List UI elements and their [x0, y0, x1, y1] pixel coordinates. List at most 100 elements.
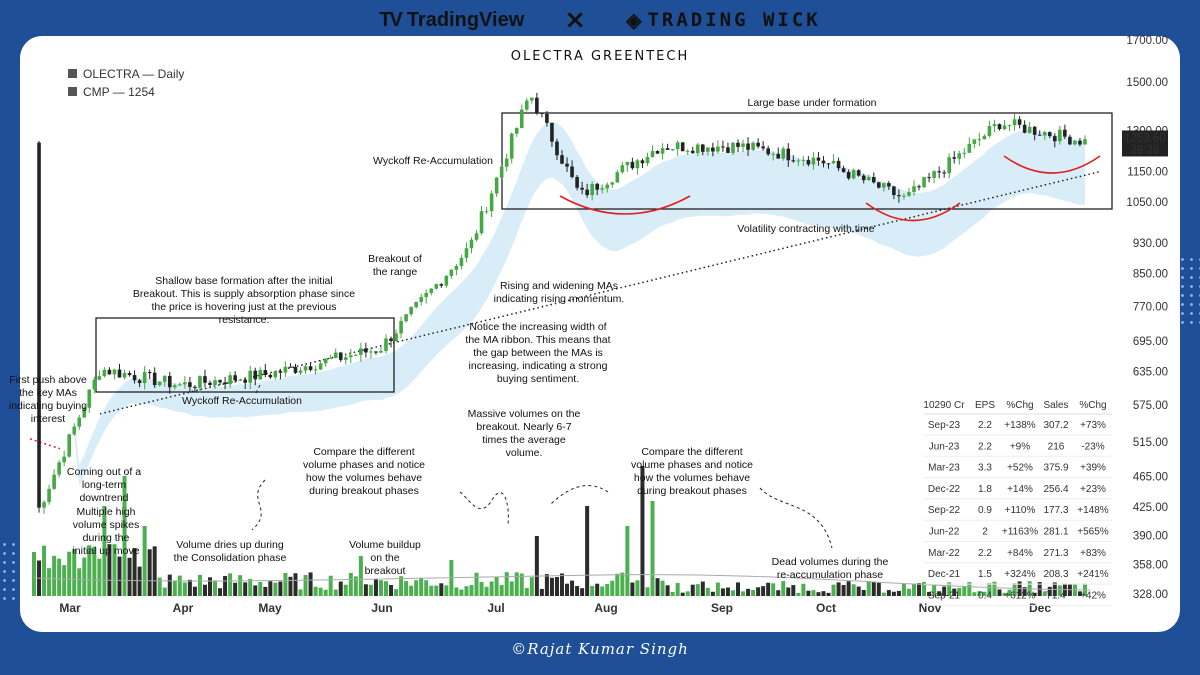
volume-bar — [1012, 583, 1017, 596]
candle-body — [1032, 126, 1037, 135]
candle-body — [565, 163, 569, 167]
volume-bar — [293, 573, 298, 596]
annotation-volume-dries: Volume dries up during the Consolidation … — [174, 539, 287, 564]
table-cell: 256.4 — [1043, 484, 1068, 495]
candle-body — [982, 135, 987, 140]
candle-body — [806, 159, 811, 165]
candle-body — [343, 357, 348, 360]
table-cell: +14% — [1007, 484, 1033, 495]
candle-body — [52, 474, 56, 489]
volume-bar — [625, 526, 630, 596]
volume-bar — [117, 556, 122, 596]
candle-body — [645, 156, 650, 164]
volume-bar — [303, 575, 308, 596]
candle-body — [379, 350, 383, 353]
table-cell: Sep-22 — [928, 505, 961, 516]
volume-bar — [987, 583, 992, 596]
tradingwick-logo: ◈ TRADING WICK — [626, 8, 821, 33]
candle-body — [650, 151, 655, 157]
volume-bar — [801, 583, 806, 596]
table-cell: 2 — [982, 527, 988, 538]
candle-body — [987, 126, 992, 136]
tradingview-label: TradingView — [406, 8, 525, 31]
candle-body — [469, 239, 474, 249]
volume-bar — [580, 588, 585, 596]
volume-bar — [554, 576, 559, 596]
candle-body — [877, 182, 881, 188]
volume-bar — [655, 578, 660, 596]
candle-body — [213, 380, 217, 386]
volume-bar — [378, 580, 383, 596]
candle-body — [399, 321, 403, 334]
volume-bar — [343, 584, 348, 596]
volume-bar — [424, 580, 429, 596]
volume-bar — [213, 580, 218, 596]
candle-body — [897, 195, 901, 197]
candle-body — [701, 144, 705, 152]
candle-body — [188, 382, 192, 387]
candle-body — [479, 211, 484, 234]
candle-body — [97, 376, 102, 380]
candle-body — [902, 195, 906, 197]
candle-body — [952, 157, 957, 159]
month-label: Sep — [711, 601, 733, 615]
volume-bar — [419, 577, 424, 596]
candle-body — [776, 153, 781, 159]
candle-body — [122, 373, 127, 378]
candle-body — [198, 376, 202, 388]
candle-body — [1058, 129, 1062, 142]
volume-bar — [645, 587, 650, 596]
annotation-breakout-range: Breakout of the range — [368, 253, 422, 278]
candle-body — [846, 171, 851, 179]
candle-body — [600, 188, 605, 190]
candle-body — [1073, 140, 1077, 145]
candle-body — [690, 150, 695, 154]
legend-label: OLECTRA — Daily — [83, 67, 184, 81]
candle-body — [374, 351, 378, 353]
candle-body — [429, 288, 434, 293]
table-cell: 1.8 — [978, 484, 992, 495]
volume-bar — [363, 584, 368, 596]
candle-body — [1027, 126, 1032, 133]
volume-bar — [620, 572, 625, 596]
table-cell: 1.5 — [978, 569, 992, 580]
table-cell: +148% — [1077, 505, 1109, 516]
candle-body — [323, 358, 328, 364]
volume-bar — [223, 575, 228, 596]
candle-body — [816, 157, 821, 161]
volume-bar — [962, 586, 967, 596]
table-cell: 271.3 — [1043, 548, 1068, 559]
volume-bar — [565, 583, 570, 596]
volume-bar — [394, 589, 399, 596]
candle-body — [137, 380, 142, 384]
candle-body — [892, 186, 896, 196]
candle-body — [424, 292, 429, 298]
table-cell: +23% — [1080, 484, 1106, 495]
candle-body — [907, 192, 911, 196]
candle-body — [444, 275, 449, 286]
brand-header: TV TradingView × ◈ TRADING WICK — [0, 0, 1200, 40]
candle-body — [394, 333, 398, 342]
volume-bar — [238, 575, 243, 596]
table-cell: 177.3 — [1043, 505, 1068, 516]
candle-body — [801, 159, 806, 161]
table-cell: +83% — [1080, 548, 1106, 559]
candles — [37, 92, 1087, 514]
table-cell: Sep-23 — [928, 420, 961, 431]
month-label: Dec — [1029, 601, 1051, 615]
candle-body — [1012, 119, 1017, 126]
price-tick-label: 1050.00 — [1126, 197, 1168, 209]
table-cell: +612% — [1004, 590, 1036, 601]
annotation-texts: Large base under formation Wyckoff Re-Acc… — [9, 49, 889, 581]
candle-body — [359, 348, 363, 355]
annotation-boxes — [95, 112, 1113, 393]
volume-bar — [268, 581, 273, 596]
table-cell: 281.1 — [1043, 527, 1068, 538]
price-tick-label: 770.00 — [1133, 302, 1168, 314]
candle-body — [102, 369, 107, 377]
volume-bar — [771, 583, 776, 596]
arrow-wyckoff — [254, 384, 261, 396]
volume-bar — [710, 591, 715, 596]
volume-bar — [474, 572, 479, 596]
volume-bar — [313, 586, 318, 596]
